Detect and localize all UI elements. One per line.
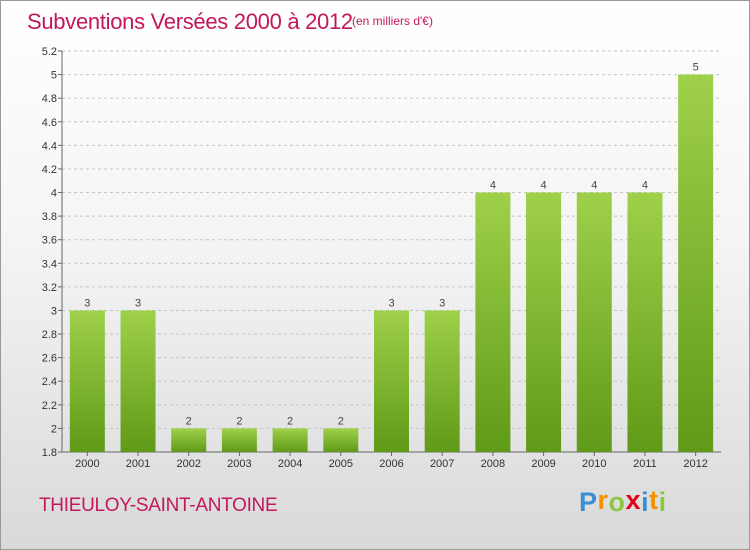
bar	[171, 428, 207, 452]
y-tick-label: 2.4	[42, 376, 57, 388]
x-tick-label: 2005	[329, 458, 353, 470]
y-tick-label: 3.2	[42, 282, 57, 294]
bar-top-highlight	[678, 74, 714, 77]
y-tick-label: 2.6	[42, 353, 57, 365]
proxiti-logo: Proxiti	[579, 485, 667, 518]
logo-letter: P	[579, 487, 598, 517]
x-tick-label: 2004	[278, 458, 302, 470]
bar	[526, 192, 562, 452]
bar-top-highlight	[475, 192, 511, 195]
y-tick-label: 4.4	[42, 140, 57, 152]
y-tick-label: 3.4	[42, 258, 57, 270]
bar-top-highlight	[69, 310, 105, 313]
y-tick-label: 5	[51, 70, 57, 82]
y-tick-labels: 1.8 2 2.2 2.4 2.6 2.8 3 3.2 3.4 3.6 3.8 4 4.2 4.4 4.6 4…	[42, 46, 57, 459]
x-tick-label: 2007	[430, 458, 454, 470]
bar	[475, 192, 511, 452]
data-label: 2	[338, 415, 344, 427]
bar-top-highlight	[526, 192, 562, 195]
bar-top-highlight	[171, 428, 207, 431]
data-label: 2	[186, 415, 192, 427]
bar	[272, 428, 308, 452]
bar-top-highlight	[272, 428, 308, 431]
bar-top-highlight	[221, 428, 257, 431]
data-label: 3	[135, 297, 141, 309]
data-labels: 3 3 2 2 2 2 3 3 4 4 4 4 5	[84, 62, 698, 428]
data-label: 3	[388, 297, 394, 309]
x-tick-label: 2000	[75, 458, 99, 470]
bar	[374, 310, 409, 452]
y-tick-label: 2.2	[42, 400, 57, 412]
y-tick-label: 3.6	[42, 235, 57, 247]
bar-top-highlight	[323, 428, 359, 431]
data-label: 4	[541, 180, 547, 192]
data-label: 4	[490, 180, 496, 192]
x-tick-label: 2011	[633, 458, 657, 470]
bar	[120, 310, 156, 452]
bar	[424, 310, 460, 452]
y-tick-label: 4.8	[42, 93, 57, 105]
x-tick-label: 2001	[126, 458, 150, 470]
y-tick-label: 4	[51, 188, 57, 200]
logo-letter: r	[597, 485, 609, 515]
data-label: 5	[693, 62, 699, 74]
y-tick-label: 4.2	[42, 164, 57, 176]
y-tick-label: 2.8	[42, 329, 57, 341]
y-tick-label: 3	[51, 305, 57, 317]
logo-letter: t	[649, 485, 659, 515]
x-tick-label: 2008	[481, 458, 505, 470]
bar	[221, 428, 257, 452]
bar	[323, 428, 359, 452]
logo-letter: i	[658, 487, 667, 517]
y-tick-label: 1.8	[42, 447, 57, 459]
data-label: 4	[591, 180, 597, 192]
bar-top-highlight	[374, 310, 409, 313]
x-tick-labels: 2000 2001 2002 2003 2004 2005 2006 2007 2008 2009…	[75, 458, 708, 470]
bars	[69, 74, 714, 453]
bar-top-highlight	[627, 192, 663, 195]
x-tick-label: 2002	[176, 458, 200, 470]
x-tick-label: 2009	[531, 458, 555, 470]
bar-top-highlight	[576, 192, 612, 195]
data-label: 4	[642, 180, 648, 192]
logo-letter: x	[625, 485, 642, 515]
x-tick-label: 2006	[379, 458, 403, 470]
bar-top-highlight	[120, 310, 156, 313]
y-tick-label: 5.2	[42, 46, 57, 58]
x-tick-label: 2012	[683, 458, 707, 470]
data-label: 2	[236, 415, 242, 427]
data-label: 2	[287, 415, 293, 427]
bar-top-highlight	[424, 310, 460, 313]
bar	[576, 192, 612, 452]
x-tick-label: 2003	[227, 458, 251, 470]
x-tick-label: 2010	[582, 458, 606, 470]
y-tick-label: 4.6	[42, 117, 57, 129]
bar	[627, 192, 663, 452]
bar	[69, 310, 105, 452]
data-label: 3	[439, 297, 445, 309]
chart-title: Subventions Versées 2000 à 2012	[27, 9, 353, 34]
logo-letter: i	[641, 487, 650, 517]
bar	[678, 74, 714, 453]
logo-letter: o	[608, 487, 626, 517]
chart-subtitle: (en milliers d'€)	[352, 14, 433, 28]
y-tick-label: 2	[51, 423, 57, 435]
data-label: 3	[84, 297, 90, 309]
y-tick-label: 3.8	[42, 211, 57, 223]
commune-name: THIEULOY-SAINT-ANTOINE	[39, 495, 278, 516]
